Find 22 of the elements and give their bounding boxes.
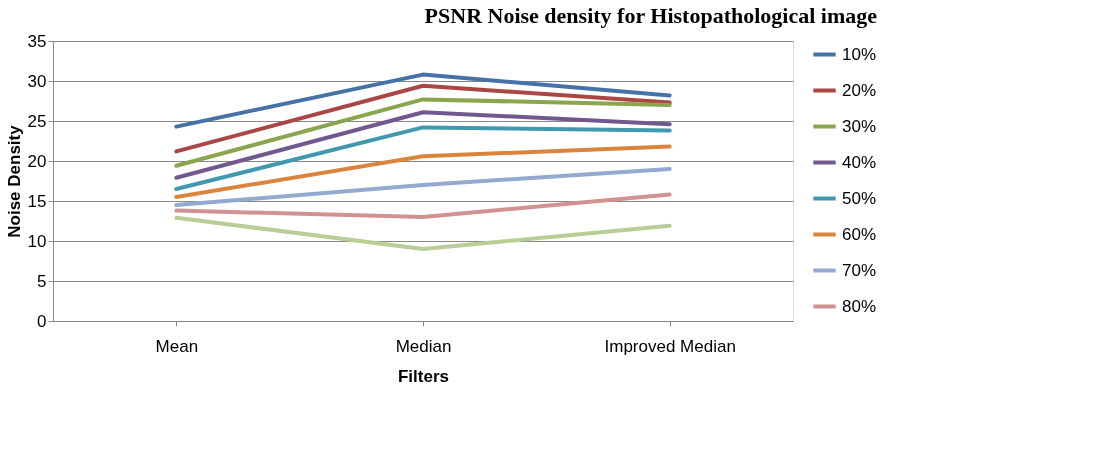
y-tick-label: 35 [27, 31, 47, 51]
legend-label: 60% [842, 224, 877, 244]
y-tick-label: 10 [27, 231, 47, 251]
y-tick-label: 30 [27, 71, 47, 91]
legend-label: 30% [842, 116, 877, 136]
legend-label: 10% [842, 44, 877, 64]
y-tick-label: 25 [27, 111, 47, 131]
x-tick-label: Mean [155, 336, 199, 356]
y-axis-title: Noise Density [4, 124, 24, 238]
x-tick-label: Median [395, 336, 452, 356]
y-tick-label: 20 [27, 151, 47, 171]
y-tick-label: 15 [27, 191, 47, 211]
legend-label: 40% [842, 152, 877, 172]
chart-title: PSNR Noise density for Histopathological image [424, 3, 878, 28]
y-tick-label: 0 [37, 311, 47, 331]
y-tick-label: 5 [37, 271, 47, 291]
legend-label: 80% [842, 296, 877, 316]
legend-label: 70% [842, 260, 877, 280]
x-tick-label: Improved Median [604, 336, 736, 356]
x-axis-title: Filters [397, 366, 450, 386]
legend-label: 50% [842, 188, 877, 208]
legend-label: 20% [842, 80, 877, 100]
